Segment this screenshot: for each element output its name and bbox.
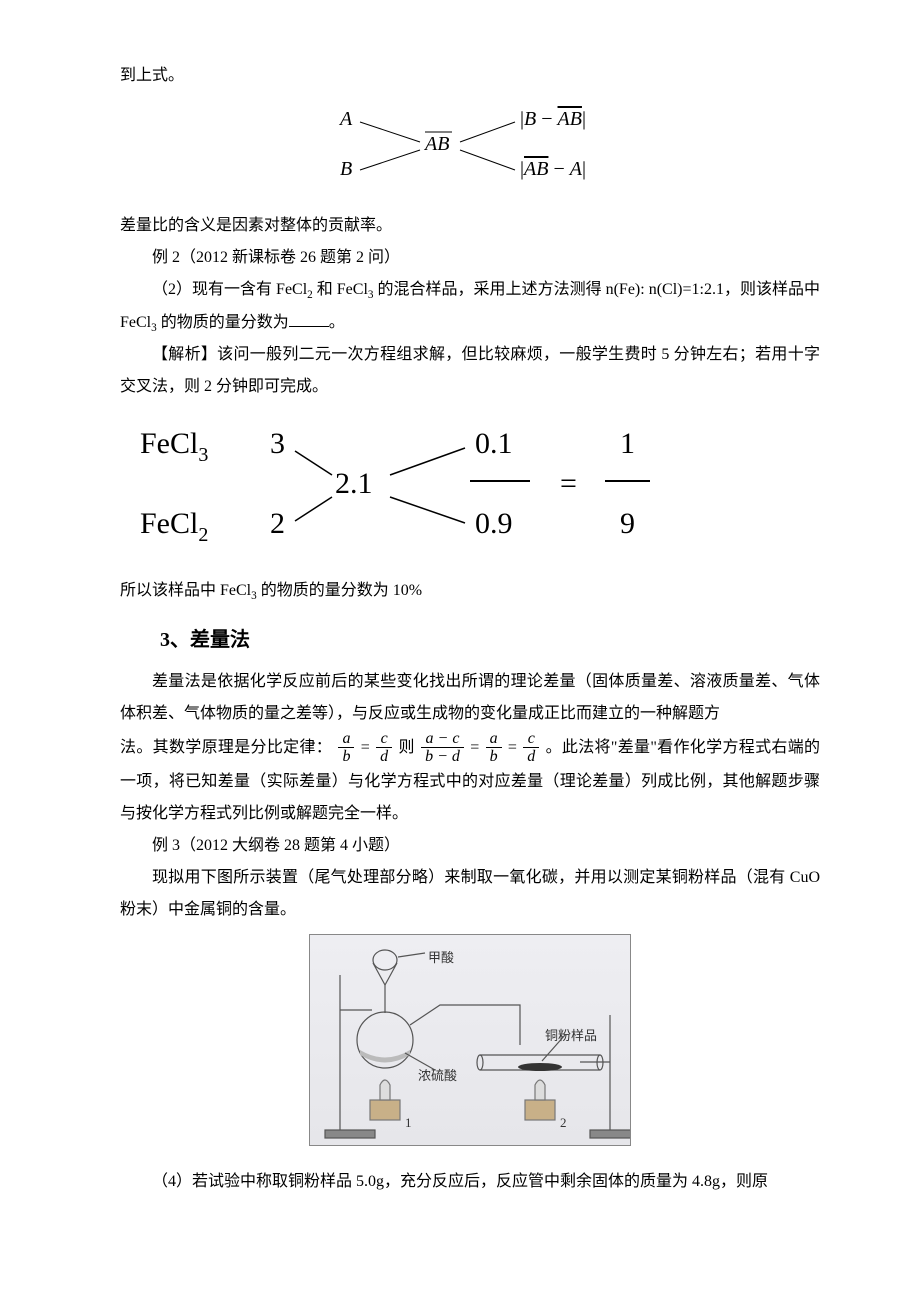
text-span: 。 xyxy=(329,314,345,331)
equals-sign: = xyxy=(560,467,577,500)
cross2-val-3: 3 xyxy=(270,427,285,460)
cross2-right-top: 0.1 xyxy=(475,427,513,460)
frac-den: b xyxy=(338,748,354,766)
apparatus-label-cu: 铜粉样品 xyxy=(545,1023,597,1049)
cross1-B: B xyxy=(340,158,352,180)
frac-den: d xyxy=(376,748,392,766)
example3-label: 例 3（2012 大纲卷 28 题第 4 小题） xyxy=(120,830,820,862)
frac-num: c xyxy=(523,730,539,749)
frac-den: d xyxy=(523,748,539,766)
text-span: 的物质的量分数为 10% xyxy=(257,582,422,599)
text-span: 法。其数学原理是分比定律： xyxy=(120,739,332,756)
frac-num: a xyxy=(338,730,354,749)
apparatus-label-formic: 甲酸 xyxy=(428,945,454,971)
example2-label: 例 2（2012 新课标卷 26 题第 2 问） xyxy=(120,242,820,274)
cross1-A: A xyxy=(338,108,353,130)
text-span: 的物质的量分数为 xyxy=(157,314,289,331)
frac-num: a xyxy=(486,730,502,749)
frac-den: b xyxy=(486,748,502,766)
example2-analysis: 【解析】该问一般列二元一次方程组求解，但比较麻烦，一般学生费时 5 分钟左右；若… xyxy=(120,339,820,403)
frac-den: b − d xyxy=(421,748,464,766)
frac-num: a − c xyxy=(421,730,464,749)
ratio-formula: ab = cd 则 a − cb − d = ab = cd xyxy=(336,739,545,756)
document-page: 到上式。 A B AB |B − AB| |AB − A| 差量比的含义是 xyxy=(0,0,920,1258)
cross-diagram-fecl: FeCl3 3 FeCl2 2 2.1 0.1 0.9 = 1 9 xyxy=(120,413,820,565)
text-span: 和 FeCl xyxy=(313,281,368,298)
section3-p1: 差量法是依据化学反应前后的某些变化找出所谓的理论差量（固体质量差、溶液质量差、气… xyxy=(120,666,820,730)
example2-question: （2）现有一含有 FeCl2 和 FeCl3 的混合样品，采用上述方法测得 n(… xyxy=(120,274,820,339)
cross1-right-top: |B − AB| xyxy=(520,108,586,130)
cross2-fecl3-label: FeCl3 xyxy=(140,427,208,466)
apparatus-label-burner2: 2 xyxy=(560,1110,567,1136)
apparatus-placeholder: 甲酸 浓硫酸 铜粉样品 1 2 xyxy=(309,934,631,1146)
text-span: （2）现有一含有 FeCl xyxy=(152,281,307,298)
apparatus-figure: 甲酸 浓硫酸 铜粉样品 1 2 xyxy=(120,934,820,1158)
section3-heading: 3、差量法 xyxy=(120,620,820,660)
cross2-right-bot: 0.9 xyxy=(475,507,513,540)
cross2-result-bot: 9 xyxy=(620,507,635,540)
paragraph-cross-meaning: 差量比的含义是因素对整体的贡献率。 xyxy=(120,210,820,242)
cross2-result-top: 1 xyxy=(620,427,635,460)
paragraph-continuation: 到上式。 xyxy=(120,60,820,92)
cross1-right-bot: |AB − A| xyxy=(520,158,586,180)
example3-intro: 现拟用下图所示装置（尾气处理部分略）来制取一氧化碳，并用以测定某铜粉样品（混有 … xyxy=(120,862,820,926)
cross2-center: 2.1 xyxy=(335,467,373,500)
cross2-fecl2-label: FeCl2 xyxy=(140,507,208,546)
section3-p2: 法。其数学原理是分比定律： ab = cd 则 a − cb − d = ab … xyxy=(120,730,820,830)
cross2-conclusion: 所以该样品中 FeCl3 的物质的量分数为 10% xyxy=(120,575,820,608)
cross-diagram-ab: A B AB |B − AB| |AB − A| xyxy=(120,100,820,202)
text-span: 所以该样品中 FeCl xyxy=(120,582,251,599)
example3-q4: （4）若试验中称取铜粉样品 5.0g，充分反应后，反应管中剩余固体的质量为 4.… xyxy=(120,1166,820,1198)
cross2-val-2: 2 xyxy=(270,507,285,540)
fill-blank xyxy=(289,311,329,326)
apparatus-label-burner1: 1 xyxy=(405,1110,412,1136)
text-span: 则 xyxy=(398,739,414,756)
apparatus-label-h2so4: 浓硫酸 xyxy=(418,1063,457,1089)
cross1-AB: AB xyxy=(423,133,449,155)
frac-num: c xyxy=(376,730,392,749)
